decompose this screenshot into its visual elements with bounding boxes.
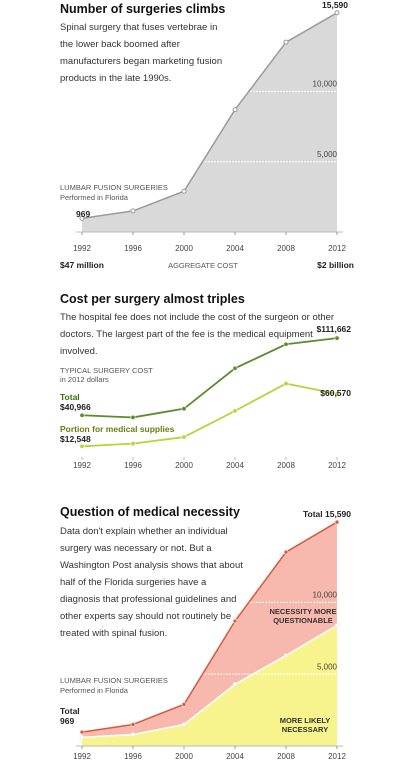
x-tick-label: 1992: [73, 752, 91, 761]
point: [283, 39, 289, 45]
point: [130, 722, 136, 727]
y-tick-label: 5,000: [317, 662, 338, 671]
line: [81, 337, 338, 419]
point: [283, 341, 289, 347]
x-tick-label: 2000: [175, 461, 193, 470]
chart-subtitle: Data don't explain whether an individual…: [60, 526, 243, 639]
point: [79, 443, 85, 449]
x-tick-label: 2012: [328, 461, 346, 470]
value-label: $12,548: [60, 434, 91, 444]
x-tick-label: 1996: [124, 752, 142, 761]
x-tick-label: 2012: [328, 752, 346, 761]
x-tick-label: 2004: [226, 461, 244, 470]
point: [79, 412, 85, 418]
y-label: LUMBAR FUSION SURGERIES: [60, 183, 168, 192]
x-tick-label: 2004: [226, 752, 244, 761]
chart-title: Number of surgeries climbs: [60, 2, 226, 16]
point: [232, 681, 238, 687]
y-sublabel: Performed in Florida: [60, 193, 128, 202]
x-tick-label: 2008: [277, 752, 295, 761]
x-tick-label: 2000: [175, 244, 193, 253]
value-label: 15,590: [322, 0, 348, 10]
point: [130, 414, 136, 420]
point: [79, 735, 85, 740]
point: [232, 618, 238, 624]
point: [334, 10, 340, 16]
chart-title: Cost per surgery almost triples: [60, 292, 245, 306]
annotation: 969: [60, 716, 75, 726]
x-tick-label: 1996: [124, 461, 142, 470]
line: [81, 624, 338, 739]
line: [81, 382, 338, 448]
point: [232, 408, 238, 414]
footer-right: $2 billion: [317, 260, 354, 270]
point: [181, 722, 187, 727]
y-label: TYPICAL SURGERY COST: [60, 366, 153, 375]
value-label: 969: [76, 209, 91, 219]
annotation: Total 15,590: [302, 509, 351, 519]
point: [130, 208, 136, 214]
series-label: Total: [60, 392, 80, 402]
series-label: NECESSITY MORE QUESTIONABLE: [269, 607, 337, 625]
y-tick-label: 10,000: [313, 80, 338, 89]
chart-subtitle: Spinal surgery that fuses vertebrae in t…: [60, 22, 223, 84]
point: [232, 107, 238, 113]
x-tick-label: 1996: [124, 244, 142, 253]
point: [334, 519, 340, 525]
chart-title: Question of medical necessity: [60, 505, 240, 519]
point: [283, 549, 289, 555]
x-tick-label: 1992: [73, 244, 91, 253]
area: [82, 522, 337, 738]
annotation: Total: [60, 706, 80, 716]
point: [130, 441, 136, 447]
point: [181, 188, 187, 194]
point: [334, 391, 340, 397]
area: [82, 625, 337, 746]
y-tick-label: 5,000: [317, 150, 338, 159]
y-sublabel: in 2012 dollars: [60, 375, 109, 384]
point: [130, 732, 136, 737]
y-label: LUMBAR FUSION SURGERIES: [60, 676, 168, 685]
line: [81, 12, 338, 220]
point: [334, 623, 340, 628]
y-tick-label: 10,000: [313, 590, 338, 599]
x-tick-label: 2008: [277, 461, 295, 470]
point: [181, 702, 187, 707]
value-label: $60,570: [320, 388, 351, 398]
value-label: $40,966: [60, 402, 91, 412]
x-tick-label: 2012: [328, 244, 346, 253]
point: [334, 335, 340, 341]
point: [181, 434, 187, 440]
x-tick-label: 2000: [175, 752, 193, 761]
footer-center: AGGREGATE COST: [0, 261, 406, 270]
y-sublabel: Performed in Florida: [60, 686, 128, 695]
point: [232, 365, 238, 371]
point: [79, 729, 85, 735]
point: [181, 406, 187, 412]
footer-left: $47 million: [60, 260, 104, 270]
series-label: Portion for medical supplies: [60, 424, 175, 434]
area: [82, 12, 337, 233]
point: [283, 381, 289, 387]
x-tick-label: 1992: [73, 461, 91, 470]
line: [81, 521, 338, 733]
footer-center-text: AGGREGATE COST: [164, 261, 242, 270]
chart-subtitle: The hospital fee does not include the co…: [60, 312, 335, 357]
value-label: $111,662: [316, 324, 351, 334]
point: [79, 215, 85, 221]
x-tick-label: 2004: [226, 244, 244, 253]
x-tick-label: 2008: [277, 244, 295, 253]
series-label: MORE LIKELY NECESSARY: [279, 716, 331, 734]
point: [283, 653, 289, 658]
